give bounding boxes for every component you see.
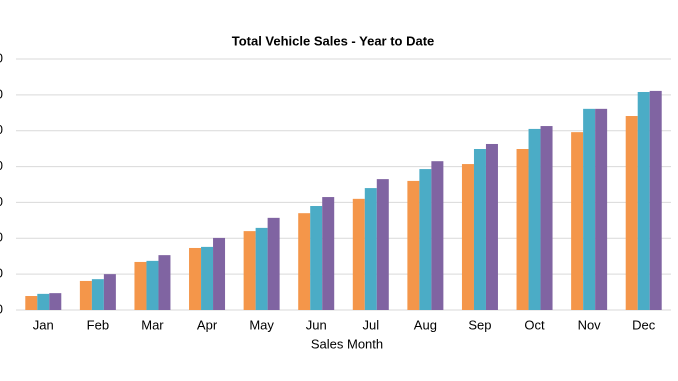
bar <box>267 217 280 310</box>
bar <box>571 132 584 310</box>
bar <box>461 164 474 310</box>
bar <box>255 227 268 310</box>
bar <box>310 206 323 310</box>
x-tick-label: Mar <box>141 317 164 332</box>
bar <box>49 293 62 310</box>
bar <box>473 149 486 310</box>
bar <box>134 261 147 310</box>
x-tick-label: Aug <box>414 317 437 332</box>
x-axis-label: Sales Month <box>311 336 383 351</box>
x-tick-label: Jul <box>362 317 379 332</box>
y-tick-label: 0 <box>0 301 3 316</box>
bar <box>298 213 311 310</box>
y-tick-label: 50 <box>0 122 3 137</box>
chart-title: Total Vehicle Sales - Year to Date <box>232 33 435 48</box>
bar <box>189 247 202 310</box>
bar <box>540 126 553 310</box>
bar <box>625 116 638 311</box>
bar <box>516 149 529 310</box>
bar <box>407 180 420 310</box>
y-tick-label: 40 <box>0 158 3 173</box>
x-tick-label: Dec <box>632 317 656 332</box>
y-tick-label: 70 <box>0 50 3 65</box>
x-tick-label: Oct <box>524 317 545 332</box>
x-tick-label: Apr <box>197 317 218 332</box>
bar <box>364 188 377 310</box>
bar <box>146 260 159 310</box>
bar <box>79 280 92 310</box>
bar <box>91 279 104 310</box>
x-tick-label: Jan <box>33 317 54 332</box>
bar <box>201 246 214 310</box>
x-tick-label: Feb <box>87 317 109 332</box>
y-tick-label: 20 <box>0 230 3 245</box>
bar <box>322 197 335 310</box>
x-tick-label: Jun <box>306 317 327 332</box>
bar <box>376 179 389 310</box>
x-tick-label: May <box>249 317 274 332</box>
bar <box>431 161 444 310</box>
y-tick-label: 30 <box>0 194 3 209</box>
bar <box>243 231 256 310</box>
bar <box>103 274 116 310</box>
bar <box>213 237 226 310</box>
bar <box>419 169 432 310</box>
bar <box>528 128 541 310</box>
bar <box>352 198 365 310</box>
y-tick-label: 60 <box>0 86 3 101</box>
bar <box>583 108 596 310</box>
bar <box>649 90 662 310</box>
x-tick-label: Nov <box>578 317 602 332</box>
bar <box>158 255 171 310</box>
bar <box>37 293 50 310</box>
x-tick-label: Sep <box>468 317 491 332</box>
bar <box>595 108 608 310</box>
bar <box>25 296 38 310</box>
bar <box>637 91 650 310</box>
y-tick-label: 10 <box>0 266 3 281</box>
bar <box>485 143 498 310</box>
